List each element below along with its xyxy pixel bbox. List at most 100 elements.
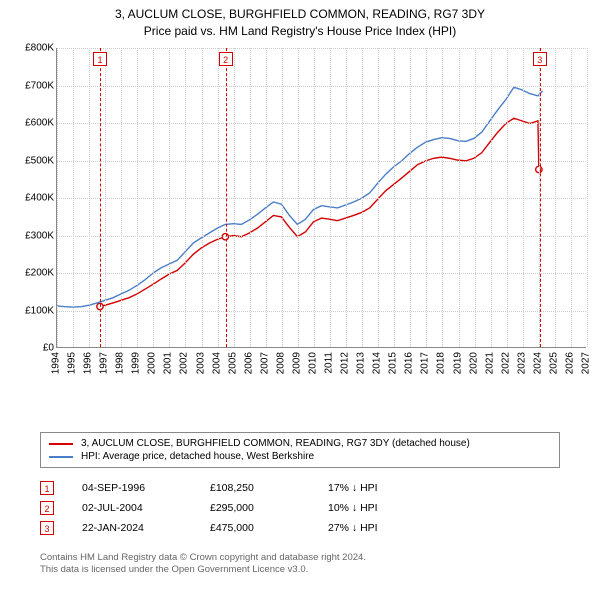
- x-tick-label: 2014: [372, 352, 383, 374]
- grid-line-v: [298, 48, 299, 347]
- grid-line-v: [218, 48, 219, 347]
- chart-title-block: 3, AUCLUM CLOSE, BURGHFIELD COMMON, READ…: [0, 0, 600, 40]
- y-tick-label: £100K: [25, 305, 54, 316]
- x-tick-label: 1995: [67, 352, 78, 374]
- grid-line-v: [346, 48, 347, 347]
- x-tick-label: 2016: [404, 352, 415, 374]
- x-tick-label: 2001: [163, 352, 174, 374]
- grid-line-v: [378, 48, 379, 347]
- grid-line-v: [330, 48, 331, 347]
- marker-table-row: 202-JUL-2004£295,00010% ↓ HPI: [40, 498, 560, 518]
- chart-area: £0£100K£200K£300K£400K£500K£600K£700K£80…: [10, 48, 590, 388]
- footer-line2: This data is licensed under the Open Gov…: [40, 564, 560, 576]
- x-tick-label: 2020: [468, 352, 479, 374]
- marker-price: £108,250: [210, 482, 300, 494]
- grid-line-v: [89, 48, 90, 347]
- x-tick-label: 2004: [211, 352, 222, 374]
- footer: Contains HM Land Registry data © Crown c…: [40, 552, 560, 577]
- marker-box: 3: [533, 52, 547, 66]
- legend-label: 3, AUCLUM CLOSE, BURGHFIELD COMMON, READ…: [81, 438, 470, 449]
- x-tick-label: 2024: [532, 352, 543, 374]
- grid-line-v: [105, 48, 106, 347]
- x-tick-label: 2018: [436, 352, 447, 374]
- grid-line-v: [475, 48, 476, 347]
- grid-line-v: [394, 48, 395, 347]
- marker-price: £475,000: [210, 522, 300, 534]
- marker-table-box: 1: [40, 481, 54, 495]
- x-tick-label: 2005: [227, 352, 238, 374]
- grid-line-v: [571, 48, 572, 347]
- legend-item: 3, AUCLUM CLOSE, BURGHFIELD COMMON, READ…: [49, 437, 551, 450]
- y-tick-label: £200K: [25, 268, 54, 279]
- grid-line-v: [153, 48, 154, 347]
- x-tick-label: 1994: [51, 352, 62, 374]
- x-tick-label: 2021: [484, 352, 495, 374]
- marker-table: 104-SEP-1996£108,25017% ↓ HPI202-JUL-200…: [40, 478, 560, 538]
- x-tick-label: 2011: [324, 352, 335, 374]
- marker-delta: 27% ↓ HPI: [328, 522, 418, 534]
- marker-date: 04-SEP-1996: [82, 482, 182, 494]
- marker-delta: 17% ↓ HPI: [328, 482, 418, 494]
- marker-table-row: 322-JAN-2024£475,00027% ↓ HPI: [40, 518, 560, 538]
- grid-line-v: [314, 48, 315, 347]
- marker-box: 1: [93, 52, 107, 66]
- y-tick-label: £600K: [25, 118, 54, 129]
- grid-line-v: [459, 48, 460, 347]
- grid-line-v: [169, 48, 170, 347]
- x-tick-label: 2003: [195, 352, 206, 374]
- grid-line-v: [266, 48, 267, 347]
- grid-line-v: [185, 48, 186, 347]
- grid-line-v: [73, 48, 74, 347]
- x-tick-label: 2006: [243, 352, 254, 374]
- x-axis: 1994199519961997199819992000200120022003…: [56, 348, 586, 388]
- marker-price: £295,000: [210, 502, 300, 514]
- legend-item: HPI: Average price, detached house, West…: [49, 450, 551, 463]
- marker-line: [226, 48, 227, 347]
- grid-line-v: [362, 48, 363, 347]
- grid-line-v: [442, 48, 443, 347]
- y-tick-label: £400K: [25, 193, 54, 204]
- x-tick-label: 1999: [131, 352, 142, 374]
- grid-line-v: [202, 48, 203, 347]
- marker-line: [100, 48, 101, 347]
- grid-line-v: [555, 48, 556, 347]
- marker-line: [540, 48, 541, 347]
- legend: 3, AUCLUM CLOSE, BURGHFIELD COMMON, READ…: [40, 432, 560, 468]
- x-tick-label: 2007: [259, 352, 270, 374]
- x-tick-label: 2010: [307, 352, 318, 374]
- y-tick-label: £800K: [25, 43, 54, 54]
- x-tick-label: 2009: [291, 352, 302, 374]
- grid-line-v: [282, 48, 283, 347]
- grid-line-v: [587, 48, 588, 347]
- grid-line-v: [491, 48, 492, 347]
- marker-date: 02-JUL-2004: [82, 502, 182, 514]
- chart-title-line1: 3, AUCLUM CLOSE, BURGHFIELD COMMON, READ…: [0, 6, 600, 23]
- legend-swatch: [49, 456, 73, 458]
- grid-line-v: [137, 48, 138, 347]
- x-tick-label: 1996: [83, 352, 94, 374]
- x-tick-label: 2027: [581, 352, 592, 374]
- x-tick-label: 2000: [147, 352, 158, 374]
- y-tick-label: £300K: [25, 230, 54, 241]
- grid-line-v: [121, 48, 122, 347]
- y-tick-label: £700K: [25, 80, 54, 91]
- legend-swatch: [49, 443, 73, 445]
- x-tick-label: 2023: [516, 352, 527, 374]
- x-tick-label: 2026: [564, 352, 575, 374]
- y-tick-label: £500K: [25, 155, 54, 166]
- x-tick-label: 2015: [388, 352, 399, 374]
- x-tick-label: 2025: [548, 352, 559, 374]
- plot-area: 1 2 3: [56, 48, 586, 348]
- marker-box: 2: [219, 52, 233, 66]
- x-tick-label: 2002: [179, 352, 190, 374]
- grid-line-v: [410, 48, 411, 347]
- x-tick-label: 1998: [115, 352, 126, 374]
- x-tick-label: 2008: [275, 352, 286, 374]
- footer-line1: Contains HM Land Registry data © Crown c…: [40, 552, 560, 564]
- x-tick-label: 2022: [500, 352, 511, 374]
- marker-table-box: 3: [40, 521, 54, 535]
- grid-line-v: [507, 48, 508, 347]
- series-price_paid: [100, 118, 539, 306]
- x-tick-label: 2012: [340, 352, 351, 374]
- x-tick-label: 1997: [99, 352, 110, 374]
